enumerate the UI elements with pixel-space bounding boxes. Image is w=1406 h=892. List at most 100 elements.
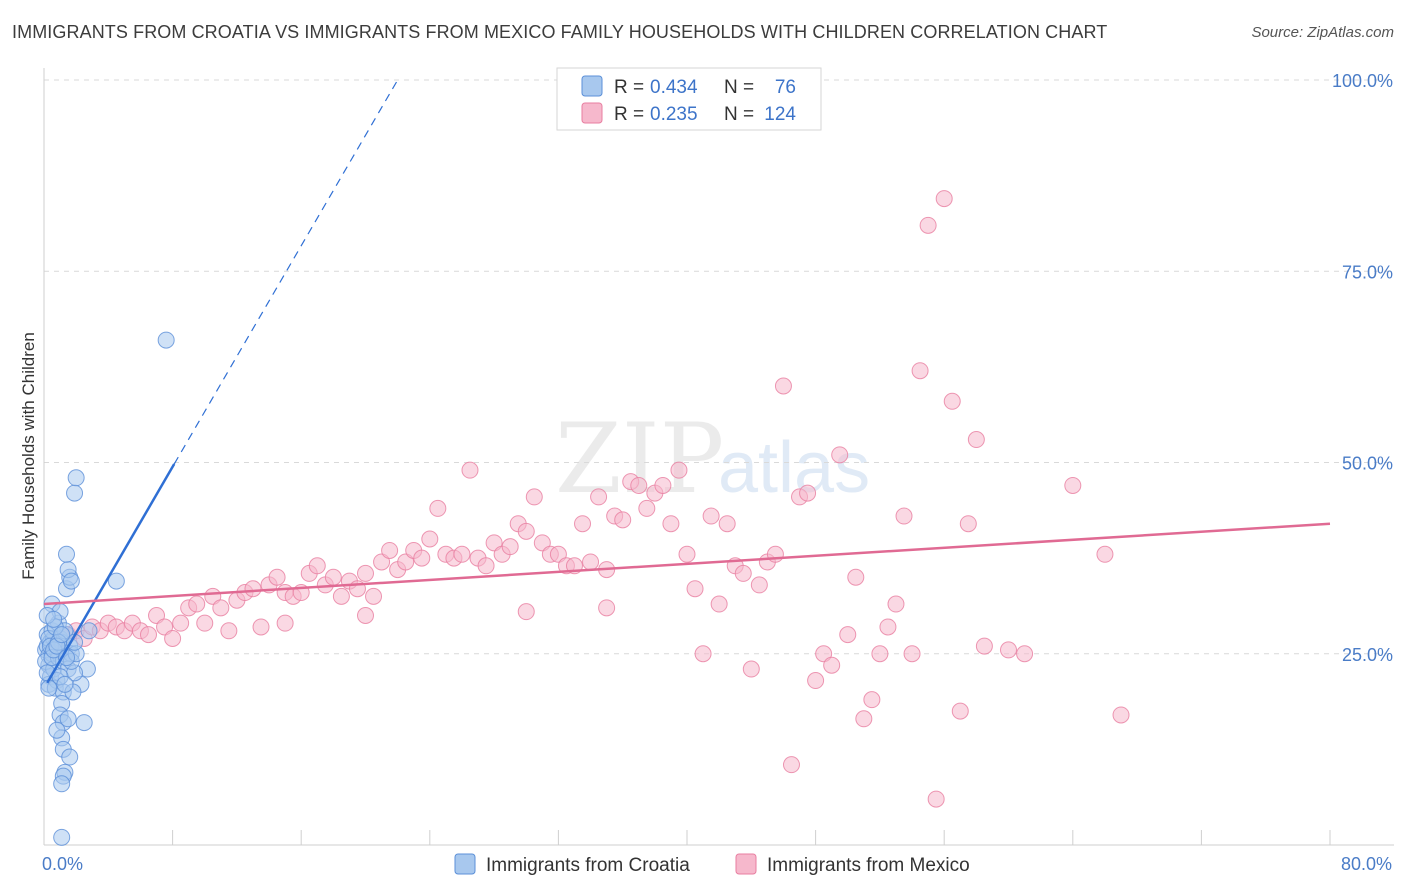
mexico-point-33	[324, 568, 342, 586]
mexico-trendline	[43, 522, 1331, 606]
mexico-point-57	[517, 522, 535, 540]
mexico-point-110	[943, 392, 961, 410]
croatia-series	[37, 331, 175, 846]
mexico-point-46	[429, 499, 447, 517]
legend-r-value-croatia: 0.434	[650, 77, 698, 98]
mexico-point-111	[951, 702, 969, 720]
mexico-point-79	[694, 645, 712, 663]
mexico-point-13	[164, 629, 182, 647]
mexico-point-118	[1096, 545, 1114, 563]
mexico-point-40	[381, 541, 399, 559]
mexico-point-17	[196, 614, 214, 632]
mexico-series	[59, 190, 1130, 808]
mexico-point-100	[863, 691, 881, 709]
correlation-legend: R = 0.434 N = 76 R = 0.235 N = 124	[556, 67, 822, 131]
x-tick-marks	[172, 830, 1331, 845]
mexico-point-97	[839, 626, 857, 644]
croatia-point-44	[61, 748, 79, 766]
mexico-point-114	[975, 637, 993, 655]
mexico-point-93	[807, 672, 825, 690]
trendlines	[43, 79, 1331, 684]
legend-n-label-mexico: N =	[724, 104, 754, 125]
mexico-point-122	[357, 607, 374, 624]
y-tick-label-50: 50.0%	[1342, 454, 1393, 474]
mexico-point-96	[831, 446, 849, 464]
mexico-point-98	[847, 568, 865, 586]
croatia-point-53	[75, 714, 93, 732]
bottom-legend-swatch-mexico	[735, 853, 757, 875]
legend-n-label-croatia: N =	[724, 77, 754, 98]
mexico-point-26	[268, 568, 286, 586]
croatia-point-74	[45, 610, 63, 628]
mexico-point-112	[959, 515, 977, 533]
croatia-point-75	[53, 626, 71, 644]
croatia-point-48	[53, 828, 71, 846]
mexico-point-24	[252, 618, 270, 636]
mexico-point-78	[686, 580, 704, 598]
mexico-point-75	[662, 515, 680, 533]
legend-r-label-croatia: R =	[614, 77, 644, 98]
mexico-point-58	[525, 488, 543, 506]
mexico-point-119	[1112, 706, 1130, 724]
mexico-point-117	[1064, 476, 1082, 494]
y-tick-label-100: 100.0%	[1332, 71, 1393, 91]
mexico-point-81	[710, 595, 728, 613]
mexico-point-86	[750, 576, 768, 594]
legend-r-value-mexico: 0.235	[650, 104, 698, 125]
mexico-point-52	[477, 557, 495, 575]
mexico-point-89	[774, 377, 792, 395]
y-axis-title: Family Households with Children	[19, 332, 38, 580]
croatia-point-50	[67, 469, 85, 487]
watermark: ZIP atlas	[555, 403, 870, 515]
y-tick-label-75: 75.0%	[1342, 262, 1393, 282]
mexico-point-105	[903, 645, 921, 663]
mexico-point-101	[871, 645, 889, 663]
gridlines	[44, 79, 1394, 655]
mexico-point-113	[967, 431, 985, 449]
mexico-point-10	[139, 626, 157, 644]
mexico-point-109	[935, 190, 953, 208]
legend-swatch-mexico	[581, 102, 603, 124]
croatia-point-57	[107, 572, 125, 590]
x-tick-label-max: 80.0%	[1341, 854, 1392, 874]
mexico-point-50	[461, 461, 479, 479]
mexico-point-120	[517, 603, 535, 621]
bottom-legend-swatch-croatia	[454, 853, 476, 875]
bottom-legend-label-mexico: Immigrants from Mexico	[767, 855, 970, 876]
series-legend: Immigrants from Croatia Immigrants from …	[454, 853, 970, 876]
croatia-point-34	[58, 545, 76, 563]
croatia-point-58	[157, 331, 175, 349]
croatia-point-70	[40, 679, 58, 697]
mexico-point-38	[365, 587, 383, 605]
mexico-point-108	[927, 790, 945, 808]
mexico-point-76	[670, 461, 688, 479]
mexico-point-82	[718, 515, 736, 533]
mexico-point-74	[654, 476, 672, 494]
mexico-point-34	[332, 587, 350, 605]
mexico-point-103	[887, 595, 905, 613]
croatia-point-47	[53, 775, 71, 793]
mexico-point-49	[453, 545, 471, 563]
mexico-point-66	[590, 488, 608, 506]
legend-r-label-mexico: R =	[614, 104, 644, 125]
axes	[43, 68, 1394, 846]
chart-title: IMMIGRANTS FROM CROATIA VS IMMIGRANTS FR…	[12, 22, 1108, 42]
mexico-point-90	[782, 756, 800, 774]
mexico-point-37	[357, 564, 374, 582]
croatia-trendline-extension	[173, 79, 399, 465]
mexico-point-14	[172, 614, 190, 632]
mexico-point-115	[1000, 641, 1017, 659]
source-label: Source: ZipAtlas.com	[1251, 24, 1394, 41]
mexico-point-123	[276, 614, 294, 632]
mexico-point-104	[895, 507, 913, 525]
legend-n-value-mexico: 124	[764, 104, 796, 125]
mexico-point-23	[244, 580, 262, 598]
mexico-point-121	[598, 599, 616, 617]
legend-swatch-croatia	[581, 75, 603, 97]
mexico-point-65	[582, 553, 600, 571]
mexico-point-77	[678, 545, 696, 563]
mexico-point-69	[614, 511, 632, 529]
mexico-point-16	[188, 595, 206, 613]
croatia-point-56	[80, 622, 98, 640]
mexico-point-106	[911, 362, 929, 380]
